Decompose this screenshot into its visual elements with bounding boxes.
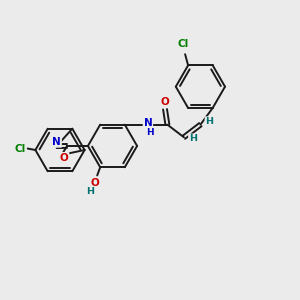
Text: H: H: [206, 117, 213, 126]
Text: H: H: [189, 134, 197, 143]
Text: O: O: [90, 178, 99, 188]
Text: Cl: Cl: [15, 143, 26, 154]
Text: O: O: [60, 153, 68, 163]
Text: O: O: [160, 98, 169, 107]
Text: H: H: [146, 128, 154, 137]
Text: H: H: [86, 187, 94, 196]
Text: N: N: [52, 137, 61, 147]
Text: N: N: [143, 118, 152, 128]
Text: Cl: Cl: [178, 39, 189, 49]
